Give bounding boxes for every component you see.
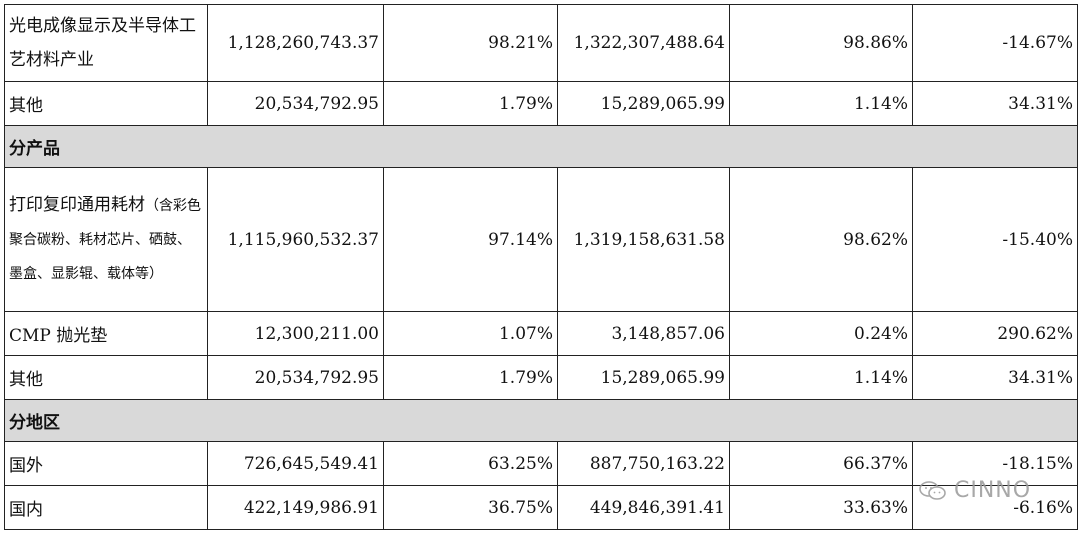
row-label-main: 打印复印通用耗材 (9, 194, 145, 215)
cell-change: 34.31% (912, 81, 1078, 126)
cell-current-amount: 422,149,986.91 (207, 485, 384, 530)
row-label: 打印复印通用耗材（含彩色聚合碳粉、耗材芯片、硒鼓、墨盒、显影辊、载体等） (4, 167, 208, 312)
cell-current-ratio: 1.07% (383, 311, 558, 356)
cell-prior-ratio: 1.14% (729, 81, 913, 126)
watermark-text: CINNO (954, 478, 1032, 503)
section-label: 分地区 (4, 399, 1078, 442)
cell-current-amount: 20,534,792.95 (207, 81, 384, 126)
cell-prior-amount: 1,322,307,488.64 (557, 4, 730, 82)
cell-prior-ratio: 98.62% (729, 167, 913, 312)
row-label: CMP 抛光垫 (4, 311, 208, 356)
table-row: 光电成像显示及半导体工艺材料产业 1,128,260,743.37 98.21%… (4, 4, 1078, 82)
cell-current-amount: 726,645,549.41 (207, 441, 384, 486)
cell-change: -15.40% (912, 167, 1078, 312)
cell-current-amount: 12,300,211.00 (207, 311, 384, 356)
cell-prior-amount: 3,148,857.06 (557, 311, 730, 356)
cell-prior-ratio: 98.86% (729, 4, 913, 82)
wechat-icon (919, 480, 946, 500)
cell-current-ratio: 97.14% (383, 167, 558, 312)
cell-change: 290.62% (912, 311, 1078, 356)
cell-current-ratio: 1.79% (383, 355, 558, 400)
cell-prior-ratio: 1.14% (729, 355, 913, 400)
table-row: 国内 422,149,986.91 36.75% 449,846,391.41 … (4, 485, 1078, 530)
cell-current-amount: 1,115,960,532.37 (207, 167, 384, 312)
row-label: 其他 (4, 355, 208, 400)
cell-prior-ratio: 0.24% (729, 311, 913, 356)
row-label: 光电成像显示及半导体工艺材料产业 (4, 4, 208, 82)
cell-current-ratio: 1.79% (383, 81, 558, 126)
cell-current-ratio: 63.25% (383, 441, 558, 486)
cell-prior-ratio: 66.37% (729, 441, 913, 486)
revenue-breakdown-table: 光电成像显示及半导体工艺材料产业 1,128,260,743.37 98.21%… (4, 4, 1078, 530)
row-label: 国外 (4, 441, 208, 486)
section-header-row: 分地区 (4, 399, 1078, 442)
table-row: 打印复印通用耗材（含彩色聚合碳粉、耗材芯片、硒鼓、墨盒、显影辊、载体等） 1,1… (4, 167, 1078, 312)
cell-prior-amount: 15,289,065.99 (557, 81, 730, 126)
cell-current-amount: 20,534,792.95 (207, 355, 384, 400)
row-label: 国内 (4, 485, 208, 530)
section-header-row: 分产品 (4, 125, 1078, 168)
cell-change: -14.67% (912, 4, 1078, 82)
cell-prior-ratio: 33.63% (729, 485, 913, 530)
row-label-detail: （含彩色聚合碳粉、耗材芯片、硒鼓、墨盒、显影辊、载体等） (9, 197, 201, 282)
table-row: 其他 20,534,792.95 1.79% 15,289,065.99 1.1… (4, 81, 1078, 126)
cell-prior-amount: 15,289,065.99 (557, 355, 730, 400)
cell-current-ratio: 36.75% (383, 485, 558, 530)
cell-prior-amount: 449,846,391.41 (557, 485, 730, 530)
cell-change: -18.15% (912, 441, 1078, 486)
table-row: 国外 726,645,549.41 63.25% 887,750,163.22 … (4, 441, 1078, 486)
table-row: CMP 抛光垫 12,300,211.00 1.07% 3,148,857.06… (4, 311, 1078, 356)
cell-current-ratio: 98.21% (383, 4, 558, 82)
watermark: CINNO (918, 478, 1031, 503)
cell-change: 34.31% (912, 355, 1078, 400)
row-label: 其他 (4, 81, 208, 126)
cell-current-amount: 1,128,260,743.37 (207, 4, 384, 82)
table-row: 其他 20,534,792.95 1.79% 15,289,065.99 1.1… (4, 355, 1078, 400)
cell-prior-amount: 887,750,163.22 (557, 441, 730, 486)
section-label: 分产品 (4, 125, 1078, 168)
cell-prior-amount: 1,319,158,631.58 (557, 167, 730, 312)
